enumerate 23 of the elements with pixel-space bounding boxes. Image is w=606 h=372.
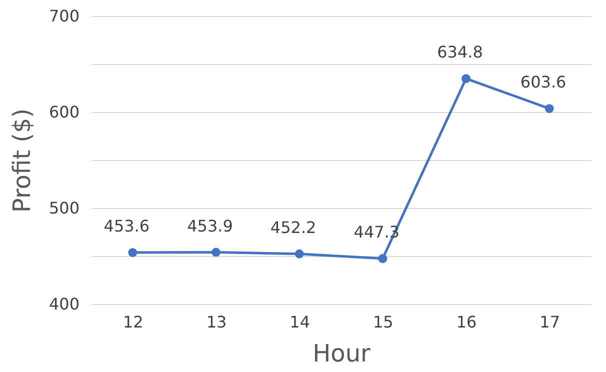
data-label: 453.6 [104, 216, 150, 236]
data-label: 603.6 [520, 72, 566, 92]
y-tick-label: 600 [48, 102, 80, 122]
x-tick-label: 14 [290, 312, 310, 332]
x-tick-label: 16 [456, 312, 477, 332]
point [378, 254, 388, 264]
point [462, 74, 470, 84]
point [294, 249, 304, 258]
y-tick-label: 400 [48, 294, 80, 314]
y-tick-label: 500 [48, 198, 80, 218]
data-label: 452.2 [270, 218, 316, 237]
x-axis-title: Hour [312, 340, 371, 368]
x-tick-label: 17 [540, 312, 560, 332]
point [128, 248, 138, 258]
data-label: 634.8 [437, 42, 483, 62]
x-tick-label: 15 [372, 312, 394, 332]
y-tick-label: 700 [48, 6, 80, 26]
x-tick-label: 12 [122, 312, 144, 332]
point [212, 248, 220, 257]
point [544, 104, 554, 114]
data-label: 453.9 [187, 216, 233, 236]
y-axis-title: Profit ($) [8, 108, 36, 213]
x-tick-label: 13 [206, 312, 227, 332]
